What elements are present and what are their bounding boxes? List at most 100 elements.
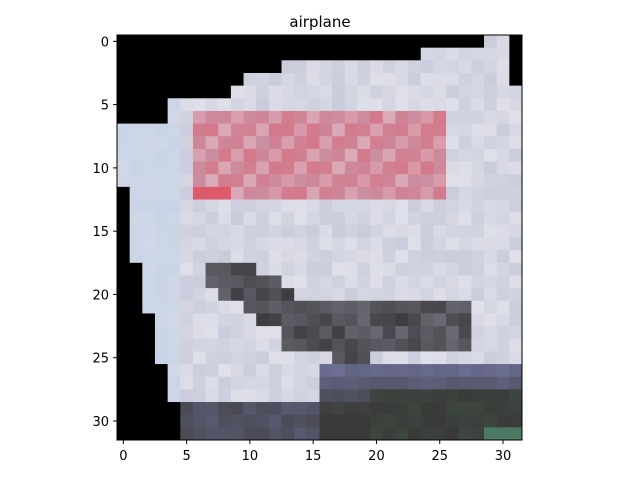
image-pixel [319, 35, 333, 49]
image-pixel [167, 338, 181, 352]
image-pixel [382, 186, 396, 200]
image-pixel [281, 237, 295, 251]
image-pixel [319, 300, 333, 314]
image-pixel [382, 275, 396, 289]
image-pixel [192, 186, 206, 200]
image-pixel [230, 414, 244, 428]
image-pixel [268, 351, 282, 365]
image-pixel [509, 364, 523, 378]
image-pixel [167, 47, 181, 61]
image-pixel [319, 212, 333, 226]
image-pixel [205, 212, 219, 226]
image-pixel [294, 85, 308, 99]
image-pixel [484, 414, 498, 428]
image-pixel [446, 47, 460, 61]
image-pixel [509, 402, 523, 416]
image-pixel [117, 224, 131, 238]
image-pixel [268, 376, 282, 390]
image-pixel [357, 60, 371, 74]
image-pixel [256, 35, 270, 49]
image-pixel [357, 98, 371, 112]
image-pixel [496, 60, 510, 74]
image-pixel [294, 300, 308, 314]
image-pixel [142, 110, 156, 124]
image-pixel [154, 326, 169, 340]
image-pixel [408, 326, 422, 340]
image-pixel [395, 402, 409, 416]
image-pixel [433, 414, 447, 428]
image-pixel [230, 186, 244, 200]
image-pixel [218, 136, 232, 150]
image-pixel [142, 427, 156, 441]
image-pixel [129, 389, 143, 403]
image-pixel [357, 250, 371, 264]
image-pixel [167, 326, 181, 340]
image-pixel [433, 60, 447, 74]
image-pixel [180, 174, 194, 188]
image-pixel [281, 123, 295, 137]
image-pixel [180, 161, 194, 175]
image-pixel [484, 300, 498, 314]
image-pixel [408, 262, 422, 276]
image-pixel [458, 161, 472, 175]
image-pixel [433, 47, 447, 61]
image-pixel [167, 288, 181, 302]
x-tick-label: 5 [182, 449, 190, 464]
image-pixel [344, 98, 358, 112]
image-pixel [205, 224, 219, 238]
image-pixel [306, 300, 320, 314]
image-pixel [408, 212, 422, 226]
image-pixel [484, 148, 498, 162]
image-pixel [117, 174, 131, 188]
image-pixel [256, 250, 270, 264]
image-pixel [471, 376, 485, 390]
image-pixel [319, 199, 333, 213]
image-pixel [332, 300, 346, 314]
image-pixel [142, 224, 156, 238]
image-pixel [281, 313, 295, 327]
image-pixel [142, 275, 156, 289]
image-pixel [142, 60, 156, 74]
image-pixel [484, 402, 498, 416]
image-pixel [484, 110, 498, 124]
image-pixel [458, 123, 472, 137]
image-pixel [357, 161, 371, 175]
image-pixel [180, 123, 194, 137]
image-pixel [420, 351, 434, 365]
image-pixel [446, 427, 460, 441]
image-pixel [357, 224, 371, 238]
image-pixel [243, 98, 257, 112]
image-pixel [420, 427, 434, 441]
image-pixel [180, 414, 194, 428]
image-pixel [218, 414, 232, 428]
image-pixel [154, 376, 169, 390]
image-pixel [408, 376, 422, 390]
image-pixel [306, 313, 320, 327]
image-pixel [357, 237, 371, 251]
image-pixel [256, 338, 270, 352]
image-pixel [357, 427, 371, 441]
image-pixel [256, 427, 270, 441]
image-pixel [230, 250, 244, 264]
image-pixel [205, 364, 219, 378]
image-pixel [294, 351, 308, 365]
image-pixel [509, 174, 523, 188]
image-pixel [458, 389, 472, 403]
image-pixel [509, 414, 523, 428]
image-pixel [230, 72, 244, 87]
image-pixel [129, 376, 143, 390]
image-pixel [458, 300, 472, 314]
image-pixel [420, 174, 434, 188]
image-pixel [484, 47, 498, 61]
image-pixel [281, 326, 295, 340]
image-pixel [306, 288, 320, 302]
image-pixel [458, 338, 472, 352]
image-pixel [268, 224, 282, 238]
image-pixel [446, 136, 460, 150]
image-pixel [319, 47, 333, 61]
image-pixel [256, 288, 270, 302]
image-pixel [319, 364, 333, 378]
image-pixel [408, 199, 422, 213]
image-pixel [433, 389, 447, 403]
image-pixel [382, 364, 396, 378]
